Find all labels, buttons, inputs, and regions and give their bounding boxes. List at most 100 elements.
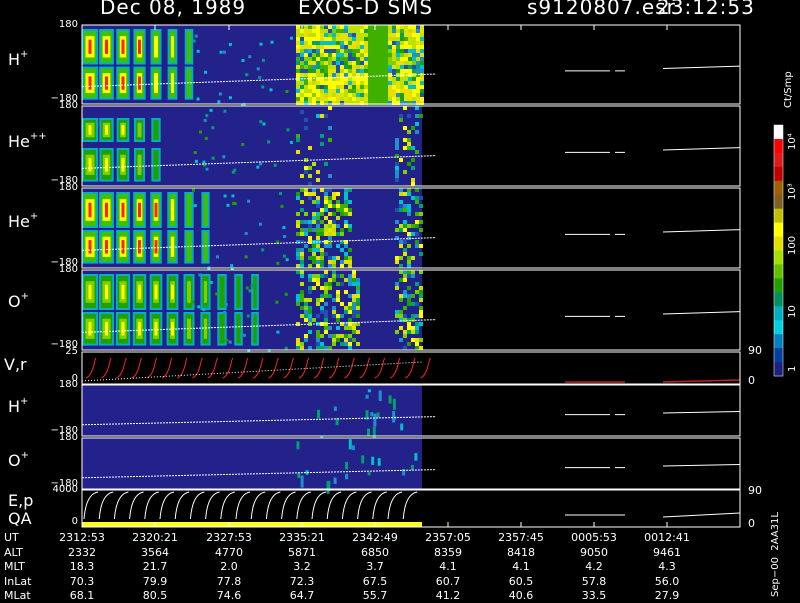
ephemeris-cell: 64.7 [289, 589, 315, 602]
colorbar-swatch-7 [774, 222, 783, 238]
rtick-top-ep: 90 [748, 484, 762, 497]
qa-bar [82, 522, 422, 527]
panel-frame-6 [81, 437, 741, 490]
colorbar-tick-3: 10 [787, 305, 798, 318]
panel-label-text: He [8, 212, 30, 231]
blob-1-4-0-b [153, 120, 159, 140]
ytick-top-h_plus2: 180 [58, 379, 78, 390]
vr-curve-4 [146, 357, 158, 379]
panel-frame-7 [81, 489, 741, 528]
ep-curve-20 [387, 491, 403, 520]
blob-3-3-1-d [138, 322, 141, 336]
ep-curve-6 [174, 491, 190, 520]
blob-3-7-1-c [203, 318, 208, 339]
ephemeris-cell: 21.7 [142, 560, 168, 573]
ephemeris-row-label: ALT [4, 545, 23, 559]
panel-label-text: O [8, 451, 21, 470]
trend-seg-b-2 [662, 229, 741, 233]
vr-curve-10 [237, 357, 249, 379]
blob-3-1-1-d [105, 322, 108, 336]
ep-curve-16 [326, 491, 342, 520]
blob-0-2-1-d [121, 76, 125, 90]
blob-2-3-1-d [138, 240, 141, 254]
ep-curve-13 [281, 491, 296, 520]
blob-3-10-1-b [253, 314, 257, 344]
blob-2-4-0-d [154, 202, 158, 218]
blob-2-6-1-b [186, 232, 192, 262]
blob-1-0-0-d [88, 125, 92, 135]
ytick-bot-h_plus: −180 [50, 93, 78, 104]
ep-curve-21 [402, 491, 418, 520]
colorbar-swatch-10 [774, 264, 783, 279]
panel-label-h_plus: H+ [8, 49, 28, 69]
ep-curve-4 [144, 491, 159, 520]
blob-2-3-0-d [138, 202, 141, 218]
blob-3-9-0-b [236, 276, 241, 308]
panel-label-text: O [8, 292, 21, 311]
trend-line-0 [81, 73, 437, 88]
ephemeris-cell: 68.1 [69, 589, 95, 602]
colorbar-unit: Ct/Smp [783, 71, 794, 108]
ep-curve-2 [113, 491, 129, 520]
blob-0-2-0-d [121, 39, 125, 54]
ephemeris-cell: 80.5 [142, 589, 168, 602]
ephemeris-cell: 4.2 [585, 560, 603, 573]
ephemeris-row-inlat: InLat 70.3 79.9 77.8 72.3 67.5 60.7 60.5 57.8 56.… [0, 575, 760, 589]
panel-label-sup: ++ [29, 130, 47, 142]
ep-curve-3 [129, 491, 144, 520]
panel-label-qa: QA [8, 509, 32, 528]
panel-label-o_plus2: O+ [8, 450, 29, 470]
vr-curve-21 [404, 357, 416, 379]
blob-2-0-0-d [88, 202, 92, 218]
ephemeris-cell: 4.1 [512, 560, 530, 573]
ep-curve-10 [235, 491, 251, 520]
colorbar-swatch-11 [774, 278, 783, 293]
ep-curve-15 [311, 491, 327, 520]
header-instrument: EXOS-D SMS [298, 0, 434, 19]
vr-curve-18 [359, 357, 371, 379]
panel-label-he_pp: He++ [8, 130, 47, 151]
ephemeris-cell: 2320:21 [132, 531, 178, 544]
vr-curve-6 [176, 357, 188, 379]
ytick-bot-he_plus: −180 [50, 257, 78, 268]
blob-0-1-1-d [105, 76, 108, 90]
colorbar-swatch-8 [774, 236, 783, 251]
ytick-top-o_plus: 180 [58, 264, 78, 275]
blob-3-4-1-d [154, 322, 158, 336]
blob-3-3-0-d [138, 284, 141, 300]
ephemeris-cell: 4770 [215, 545, 243, 559]
ephemeris-cell: 77.8 [216, 574, 242, 588]
blob-1-1-0-d [105, 125, 108, 135]
colorbar-swatch-3 [774, 166, 783, 182]
trend-line-3 [81, 319, 437, 333]
blob-3-6-0-c [187, 281, 191, 303]
ephemeris-row-label: InLat [4, 574, 32, 588]
ephemeris-cell: 2342:49 [352, 531, 398, 544]
ephemeris-row-alt: ALT 2332 3564 4770 5871 6850 8359 8418 9050 9461 [0, 546, 760, 560]
vr-curve-8 [207, 357, 219, 379]
ephemeris-cell: 72.3 [289, 574, 315, 588]
panel-frame-4 [81, 351, 741, 385]
blob-0-0-0-d [88, 39, 92, 54]
blob-2-5-0-c [170, 199, 175, 221]
panel-frame-0 [81, 24, 741, 105]
ephemeris-cell: 55.7 [362, 589, 388, 602]
blob-3-7-0-c [203, 281, 208, 303]
ephemeris-cell: 2357:45 [498, 531, 544, 544]
trend-seg-b-6 [662, 464, 741, 467]
panel-label-text: E,p [8, 491, 34, 510]
blob-0-3-0-d [138, 39, 141, 54]
colorbar-swatch-4 [774, 180, 783, 196]
ephemeris-row-mlt: MLT 18.3 21.7 2.0 3.2 3.7 4.1 4.1 4.2 4.3 [0, 560, 760, 574]
ytick-bot-he_pp: −180 [50, 175, 78, 186]
blob-3-6-1-c [187, 318, 191, 339]
ephemeris-cell: 3.7 [366, 560, 384, 573]
ephemeris-cell: 3.2 [293, 560, 311, 573]
vr-curve-1 [100, 357, 112, 379]
vr-curve-9 [222, 357, 234, 379]
colorbar-frame [773, 124, 784, 377]
vr-curve-19 [374, 357, 386, 379]
blob-1-2-0-d [121, 125, 125, 135]
colorbar-swatch-1 [774, 138, 783, 154]
